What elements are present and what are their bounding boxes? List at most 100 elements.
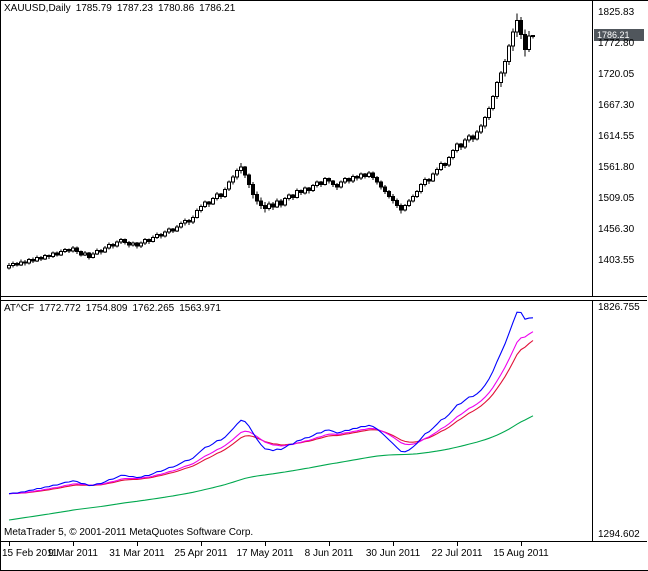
- indicator-line-fast-blue: [8, 311, 534, 495]
- candle-body: [195, 209, 199, 218]
- chart-ohlc-label: XAUUSD,Daily 1785.79 1787.23 1780.86 1786.21: [4, 3, 240, 14]
- candle-body: [495, 82, 499, 98]
- time-axis[interactable]: 15 Feb 2011 9 Mar 2011 31 Mar 2011 25 Apr 2…: [1, 542, 647, 568]
- candle-body: [439, 163, 443, 170]
- candle-body: [31, 259, 35, 262]
- indicator-chart: [8, 311, 534, 521]
- candle-body: [287, 194, 291, 200]
- price-axis[interactable]: 1786.21 1825.83 1772.80 1720.05 1667.30 1614…: [593, 1, 647, 297]
- candle-body: [291, 194, 295, 198]
- candle-body: [23, 261, 27, 264]
- candle-body: [83, 252, 87, 256]
- candle-body: [375, 177, 379, 183]
- time-tick: [265, 542, 266, 546]
- candle-body: [443, 163, 447, 166]
- candle-body: [455, 143, 459, 152]
- candle-body: [123, 239, 127, 244]
- candle-body: [471, 135, 475, 140]
- candle-body: [303, 187, 307, 194]
- candle-body: [347, 178, 351, 182]
- candle-body: [43, 255, 47, 260]
- candle-body: [427, 178, 431, 182]
- indicator-line-medium-magenta: [8, 331, 534, 495]
- candle-body: [323, 178, 327, 186]
- candle-body: [211, 198, 215, 205]
- panel-divider[interactable]: [1, 297, 647, 300]
- candle-body: [463, 139, 467, 148]
- symbol-period-label: XAUUSD,Daily: [4, 3, 71, 14]
- price-axis-label: 1772.80: [598, 38, 635, 49]
- candle-body: [111, 243, 115, 247]
- candle-body: [407, 200, 411, 207]
- candle-body: [147, 239, 151, 242]
- candle-body: [11, 263, 15, 267]
- candle-body: [311, 185, 315, 191]
- indicator-line-filter-green: [8, 415, 534, 521]
- candle-body: [255, 194, 259, 202]
- candle-body: [387, 191, 391, 197]
- candle-body: [351, 175, 355, 182]
- time-tick: [393, 542, 394, 546]
- candle-body: [203, 201, 207, 207]
- time-tick: [521, 542, 522, 546]
- candle-body: [431, 173, 435, 182]
- candle-body: [419, 184, 423, 193]
- candle-body: [175, 226, 179, 232]
- indicator-label: AT^CF 1772.772 1754.809 1762.265 1563.971: [4, 303, 226, 314]
- indicator-panel[interactable]: AT^CF 1772.772 1754.809 1762.265 1563.971 Me…: [1, 300, 593, 542]
- current-price-badge: 1786.21: [594, 29, 644, 41]
- ohlc-open: 1785.79: [75, 3, 112, 14]
- indicator-value-3: 1762.265: [132, 303, 175, 314]
- candle-body: [155, 233, 159, 238]
- candle-body: [51, 252, 55, 258]
- candle-body: [435, 168, 439, 175]
- indicator-axis-min-label: 1294.602: [598, 529, 640, 540]
- candle-body: [207, 201, 211, 205]
- candle-body: [275, 200, 279, 208]
- indicator-value-2: 1754.809: [85, 303, 128, 314]
- candle-body: [119, 239, 123, 243]
- candle-body: [491, 96, 495, 109]
- candle-body: [75, 247, 79, 252]
- indicator-price-axis[interactable]: 1826.755 1294.602: [593, 300, 647, 542]
- candle-body: [131, 242, 135, 246]
- candle-body: [395, 199, 399, 207]
- candle-body: [251, 184, 255, 196]
- time-tick: [201, 542, 202, 546]
- candle-body: [403, 205, 407, 211]
- time-tick: [329, 542, 330, 546]
- candle-body: [371, 172, 375, 179]
- candle-body: [487, 107, 491, 119]
- candle-body: [319, 181, 323, 185]
- price-axis-label: 1509.05: [598, 193, 635, 204]
- candle-body: [235, 170, 239, 178]
- date-label: 8 Jun 2011: [304, 548, 354, 559]
- date-label: 15 Aug 2011: [493, 548, 549, 559]
- candle-body: [87, 252, 91, 258]
- main-chart-panel[interactable]: XAUUSD,Daily 1785.79 1787.23 1780.86 1786.21: [1, 1, 593, 297]
- candle-body: [507, 45, 511, 62]
- time-tick: [137, 542, 138, 546]
- candle-body: [307, 187, 311, 191]
- candle-body: [127, 242, 131, 246]
- candle-body: [39, 256, 43, 260]
- candle-body: [263, 205, 267, 210]
- candle-body: [475, 131, 479, 140]
- candle-body: [411, 195, 415, 202]
- price-axis-label: 1667.30: [598, 100, 635, 111]
- candle-body: [67, 249, 71, 252]
- date-label: 25 Apr 2011: [174, 548, 228, 559]
- candle-body: [447, 157, 451, 166]
- candle-body: [415, 191, 419, 197]
- candle-body: [359, 173, 363, 179]
- candle-body: [151, 236, 155, 242]
- candle-body: [331, 180, 335, 185]
- candle-body: [327, 178, 331, 182]
- candle-body: [99, 249, 103, 253]
- candle-body: [459, 143, 463, 148]
- candle-body: [399, 205, 403, 211]
- candle-body: [19, 261, 23, 266]
- candle-body: [159, 233, 163, 237]
- candle-body: [219, 193, 223, 197]
